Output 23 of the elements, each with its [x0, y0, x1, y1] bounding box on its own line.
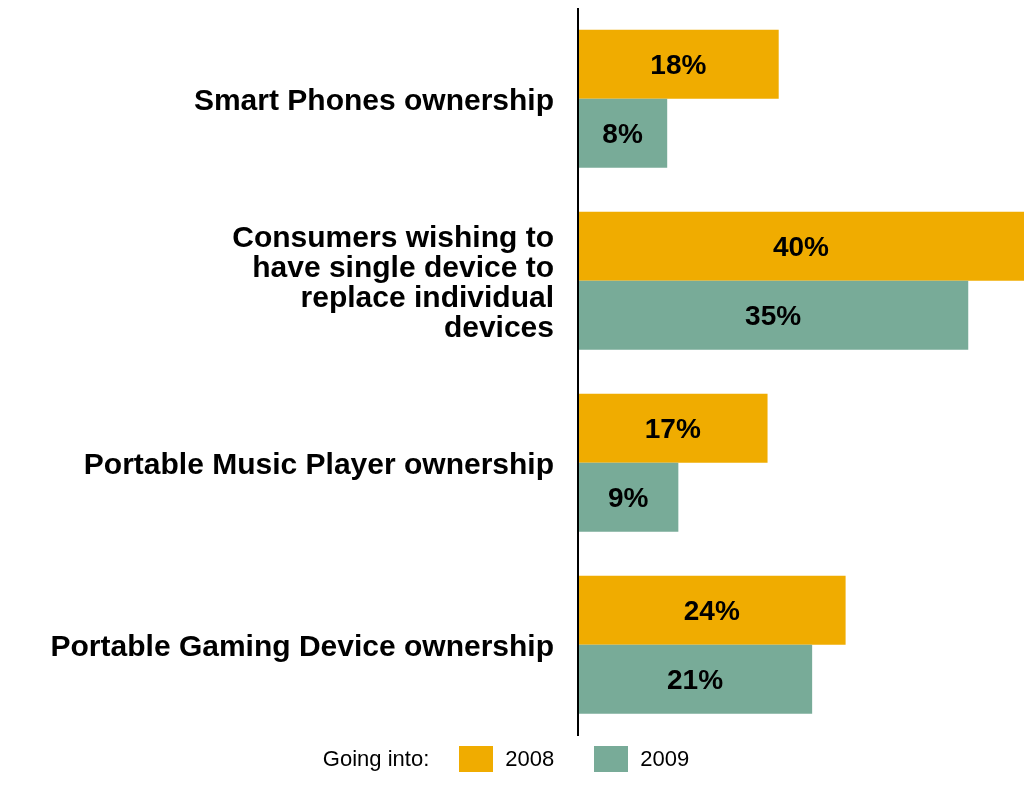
bar [578, 29, 779, 99]
data-label: 9% [607, 482, 649, 514]
data-label: 35% [745, 300, 802, 332]
bar [578, 644, 813, 714]
y-tick-label: Smart Phones ownership [193, 82, 554, 116]
data-label: 21% [667, 664, 724, 696]
y-tick-label: Portable Gaming Device ownership [50, 628, 554, 662]
bar [578, 575, 846, 645]
legend-label: 2008 [505, 746, 555, 772]
legend-label: 2009 [640, 746, 690, 772]
data-label: 8% [602, 118, 643, 150]
data-label: 18% [650, 49, 707, 81]
data-label: 40% [772, 231, 830, 263]
y-tick-label: Consumers wishing to have single device to replace individual devices [232, 219, 554, 343]
bar [578, 98, 668, 168]
data-label: 24% [683, 595, 740, 627]
bar [578, 211, 1024, 281]
bar [578, 462, 679, 532]
bar [578, 393, 768, 463]
y-tick-label: Portable Music Player ownership [83, 446, 554, 480]
bar [578, 280, 969, 350]
data-label: 17% [644, 413, 701, 445]
legend-title: Going into: [322, 746, 430, 772]
